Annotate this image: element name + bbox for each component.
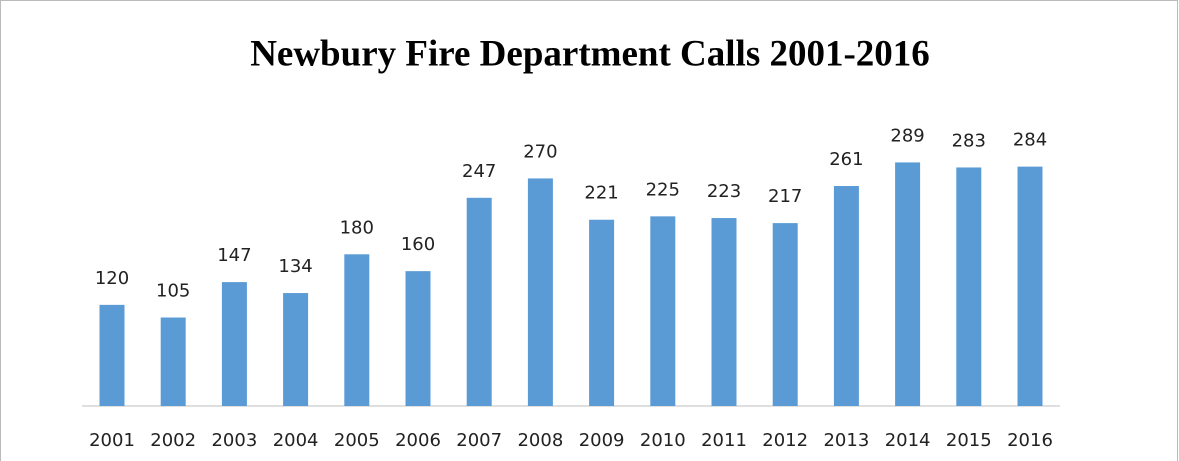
x-tick-label: 2001 (89, 430, 135, 451)
data-label: 225 (646, 179, 680, 200)
x-tick-label: 2009 (579, 430, 625, 451)
bar (405, 271, 431, 406)
bar (283, 293, 309, 406)
x-tick-label: 2008 (517, 430, 563, 451)
bar (160, 317, 186, 406)
bar (344, 254, 370, 406)
bar (650, 216, 676, 406)
x-tick-label: 2004 (273, 430, 319, 451)
data-label: 120 (95, 268, 129, 289)
bar (956, 167, 982, 406)
data-label: 105 (156, 281, 190, 302)
bar (711, 218, 737, 406)
data-label: 217 (768, 186, 802, 207)
chart-title: Newbury Fire Department Calls 2001-2016 (250, 33, 930, 74)
bar (99, 304, 125, 406)
x-tick-label: 2006 (395, 430, 441, 451)
data-label: 261 (829, 149, 863, 170)
data-label: 283 (952, 130, 986, 151)
data-label: 284 (1013, 130, 1047, 151)
x-tick-label: 2005 (334, 430, 380, 451)
bar (221, 282, 247, 406)
bar (772, 223, 798, 406)
data-label: 147 (217, 245, 251, 266)
data-label: 289 (890, 125, 924, 146)
x-tick-label: 2010 (640, 430, 686, 451)
x-tick-label: 2012 (762, 430, 808, 451)
x-tick-label: 2002 (150, 430, 196, 451)
data-label: 134 (278, 256, 312, 277)
x-tick-label: 2007 (456, 430, 502, 451)
bar (527, 178, 553, 406)
bar (589, 219, 615, 406)
data-label: 160 (401, 234, 435, 255)
data-label: 270 (523, 141, 557, 162)
x-tick-label: 2003 (211, 430, 257, 451)
x-tick-label: 2014 (885, 430, 931, 451)
data-label: 221 (584, 183, 618, 204)
bar (1017, 166, 1043, 406)
x-tick-label: 2015 (946, 430, 992, 451)
x-tick-label: 2013 (823, 430, 869, 451)
bar (833, 186, 859, 406)
x-tick-label: 2011 (701, 430, 747, 451)
x-tick-label: 2016 (1007, 430, 1053, 451)
bar (895, 162, 921, 406)
data-label: 247 (462, 161, 496, 182)
data-label: 223 (707, 181, 741, 202)
data-label: 180 (340, 217, 374, 238)
bar (466, 197, 492, 406)
